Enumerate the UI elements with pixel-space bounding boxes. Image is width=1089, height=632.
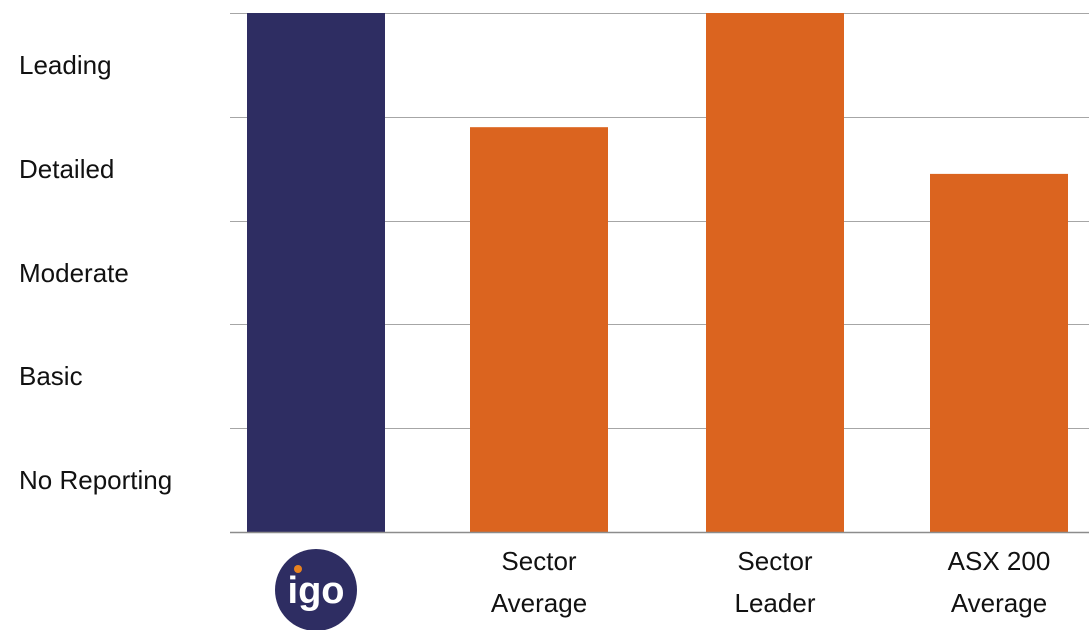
bar-igo	[247, 13, 385, 532]
y-level-leading: Leading	[19, 49, 112, 80]
logo-text: igo	[288, 570, 345, 612]
bar-sector-leader	[706, 13, 844, 532]
x-label-sector-average: Sector Average	[439, 548, 639, 632]
x-label-line: Average	[950, 588, 1048, 618]
x-label-line: Leader	[734, 588, 816, 618]
bars	[247, 13, 1068, 533]
y-level-basic: Basic	[19, 361, 83, 392]
x-label-line: ASX 200	[947, 546, 1051, 576]
y-level-moderate: Moderate	[19, 257, 129, 288]
x-label-sector-leader: Sector Leader	[675, 548, 875, 632]
bar-asx-200-average	[930, 173, 1068, 532]
x-label-line: Sector	[501, 546, 577, 576]
logo-dot	[294, 565, 302, 573]
x-label-line: Average	[490, 588, 588, 618]
y-level-detailed: Detailed	[19, 153, 115, 184]
x-label-asx-200-average: ASX 200 Average	[899, 548, 1089, 632]
y-level-no-reporting: No Reporting	[19, 465, 173, 496]
bar-sector-average	[470, 127, 608, 533]
igo-logo: igo	[275, 549, 357, 630]
x-label-line: Sector	[737, 546, 813, 576]
